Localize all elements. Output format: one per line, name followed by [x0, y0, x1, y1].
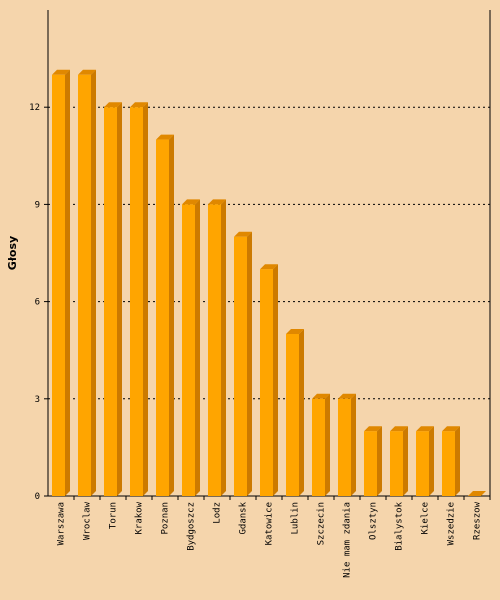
y-tick-label: 6	[35, 298, 40, 308]
x-tick-label: Krakow	[135, 501, 145, 534]
x-tick-label: Bialystok	[395, 501, 405, 550]
x-tick-label: Wroclaw	[83, 501, 93, 540]
bar	[208, 199, 226, 496]
bar	[156, 134, 174, 496]
y-tick-label: 3	[35, 395, 40, 405]
x-tick-label: Torun	[109, 502, 119, 529]
x-tick-label: Wszedzie	[447, 502, 457, 545]
x-tick-label: Katowice	[265, 502, 275, 545]
bar	[468, 491, 486, 496]
x-tick-label: Rzeszow	[473, 501, 483, 540]
bar	[130, 102, 148, 496]
x-tick-label: Nie mam zdania	[343, 502, 353, 578]
bar	[52, 69, 70, 497]
bar	[390, 426, 408, 496]
x-tick-label: Kielce	[421, 502, 431, 535]
x-tick-label: Gdansk	[239, 501, 249, 534]
bar	[260, 264, 278, 496]
y-tick-label: 0	[35, 492, 40, 502]
bar	[338, 393, 356, 496]
x-tick-label: Warszawa	[57, 502, 67, 545]
bar	[104, 102, 122, 496]
x-tick-label: Lublin	[291, 502, 301, 535]
x-tick-label: Szczecin	[317, 502, 327, 545]
bar	[286, 329, 304, 496]
bar	[182, 199, 200, 496]
y-tick-label: 9	[35, 200, 40, 210]
bar	[78, 69, 96, 497]
bar	[364, 426, 382, 496]
bar	[234, 231, 252, 497]
y-axis-label: Głosy	[6, 236, 19, 270]
bar	[312, 393, 330, 496]
bar	[442, 426, 460, 496]
bar	[416, 426, 434, 496]
x-tick-label: Poznan	[161, 502, 171, 535]
y-tick-label: 12	[29, 103, 40, 113]
x-tick-label: Bydgoszcz	[187, 502, 197, 551]
x-tick-label: Olsztyn	[369, 502, 379, 540]
x-tick-label: Lodz	[213, 502, 223, 524]
